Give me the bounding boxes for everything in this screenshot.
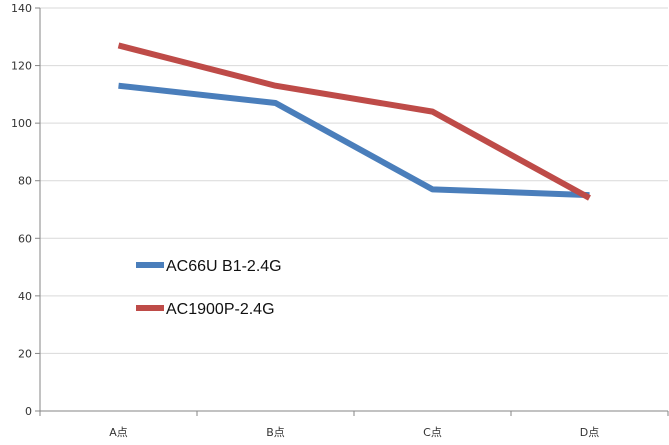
x-tick-label: C点	[423, 426, 442, 439]
y-tick-label: 100	[11, 117, 32, 130]
y-tick-label: 140	[11, 2, 32, 15]
legend-label-2: AC1900P-2.4G	[166, 301, 275, 318]
y-tick-label: 0	[25, 405, 32, 418]
series-lines	[117, 42, 591, 201]
legend-label-1: AC66U B1-2.4G	[166, 258, 282, 275]
x-tick-label: A点	[109, 426, 128, 439]
y-tick-label: 40	[18, 290, 32, 303]
series-line-2	[117, 42, 591, 201]
x-tick-label: B点	[266, 426, 285, 439]
y-tick-label: 60	[18, 232, 32, 245]
y-tick-label: 120	[11, 60, 32, 73]
series-line-1	[118, 82, 590, 199]
gridlines	[40, 7, 668, 354]
axes: 0 20 40 60 80 100 120 140 A点 B点 C点 D点	[11, 2, 669, 439]
legend: AC66U B1-2.4G AC1900P-2.4G	[136, 258, 282, 318]
y-tick-label: 80	[18, 175, 32, 188]
x-tick-label: D点	[580, 426, 599, 439]
y-tick-label: 20	[18, 347, 32, 360]
